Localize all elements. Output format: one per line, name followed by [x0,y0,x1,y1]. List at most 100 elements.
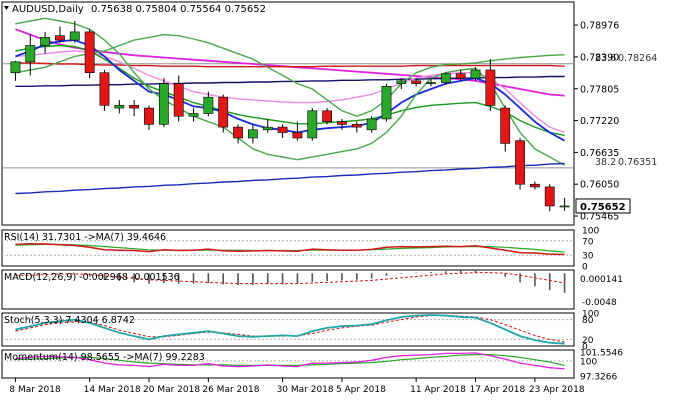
candle-body [40,37,51,46]
stoch-label: Stoch(5,3,3) 7.4304 6.8742 [4,315,135,326]
candle-body [411,80,422,84]
stoch-k-line [15,314,565,345]
overlay-line-4 [15,44,565,136]
stoch-tick-label: 0 [582,343,588,353]
momentum-tick-label: 97.3266 [580,373,617,383]
candle-body [351,124,362,128]
candle-body [322,110,333,122]
fib-level-value: 0.78264 [618,53,657,64]
ohlc-label: 0.75638 0.75804 0.75564 0.75652 [91,4,266,15]
candle-body [426,82,436,84]
candle-body [500,107,511,144]
x-axis-label: 30 Mar 2018 [277,385,334,395]
candle-body [396,80,407,84]
overlay-line-5 [15,39,566,142]
stoch-tick-label: 80 [582,316,594,326]
candle-body [55,35,65,41]
rsi-pane-frame [1,229,575,267]
x-axis-label: 8 Mar 2018 [9,385,61,395]
stoch-pane-frame [1,312,575,347]
main-pane-frame [1,1,575,226]
price-axis-tick-label: 0.78976 [580,21,619,32]
candle-body [173,83,184,117]
candle-body [233,126,243,139]
price-axis-tick-label: 0.78390 [580,52,619,63]
candle-body [129,105,140,109]
x-axis-label: 23 Apr 2018 [529,385,585,395]
candle-body [277,126,288,133]
price-axis-tick-label: 0.76050 [580,180,619,191]
candle-body [218,96,229,128]
candle-body [84,31,95,74]
price-axis-tick-label: 0.77805 [580,84,619,95]
macd-pane-frame [1,269,575,310]
momentum-tick-label: 101.5546 [580,348,623,358]
fib-level-label: 38.2 [595,157,616,168]
candle-body [470,69,481,79]
x-axis-label: 11 Apr 2018 [410,385,466,395]
candle-body [114,105,125,109]
rsi-tick-label: 70 [582,237,594,247]
candle-body [25,45,36,63]
candle-body [307,110,318,139]
rsi-label: RSI(14) 31.7301 ->MA(7) 39.4646 [4,232,166,243]
candle-body [515,140,525,185]
candle-body [10,61,21,74]
candle-body [292,132,303,139]
macd-signal-line [15,272,565,285]
rsi-tick-label: 30 [582,252,594,262]
x-axis-label: 14 Mar 2018 [84,385,141,395]
candle-body [262,126,273,131]
stoch-tick-label: 20 [582,336,594,346]
momentum-ma-line [15,354,565,366]
collapse-triangle-icon [4,6,9,10]
symbol-label: AUDUSD,Daily [12,4,84,15]
x-axis-label: 26 Mar 2018 [202,385,259,395]
rsi-line [15,242,565,256]
last-price-label: 0.75652 [580,202,626,213]
candle-body [440,73,451,83]
candle-body [158,83,169,125]
overlay-line-8 [15,162,565,195]
price-axis-tick-label: 0.75465 [580,212,619,223]
overlay-line-7 [15,33,565,117]
momentum-tick-label: 100 [580,357,597,367]
candle-body [188,113,199,117]
stoch-tick-label: 100 [582,310,599,320]
fib-level-label: 23.6 [595,53,616,64]
price-axis-tick-label: 0.76635 [580,148,619,159]
candle-body [455,73,466,79]
candle-body [366,118,377,131]
main-price-pane: 23.6 0.78264 38.2 0.76351 0.78976 0.78390 0.77… [1,1,657,226]
x-axis-label: 17 Apr 2018 [470,385,526,395]
candle-body [381,86,392,120]
candle-body [144,107,154,125]
last-price-box [575,198,631,214]
rsi-tick-label: 100 [582,227,599,237]
rsi-tick-label: 0 [582,263,588,273]
momentum-label: Momentum(14) 98.5655 ->MA(7) 99.2283 [4,352,205,363]
candle-body [559,205,570,208]
overlay-line-3 [15,50,565,134]
momentum-line [15,352,565,370]
candle-body [544,186,555,207]
momentum-pane-frame [1,349,575,379]
x-axis-label: 20 Mar 2018 [143,385,200,395]
fib-level-value: 0.76351 [618,157,657,168]
candle-body [485,69,496,106]
candle-body [69,31,80,41]
macd-tick-label: 0.000141 [580,275,623,285]
macd-pane: 0.000141 -0.0048 MACD(12,26,9) -0.002968 -… [1,269,623,310]
overlay-line-1 [15,62,565,68]
overlay-line-6 [15,17,565,166]
price-axis-tick-label: 0.77220 [580,116,619,127]
candle-body [337,121,347,125]
x-axis-label: 5 Apr 2018 [336,385,386,395]
candle-body [99,72,110,106]
macd-label: MACD(12,26,9) -0.002968 -0.001536 [4,272,180,283]
